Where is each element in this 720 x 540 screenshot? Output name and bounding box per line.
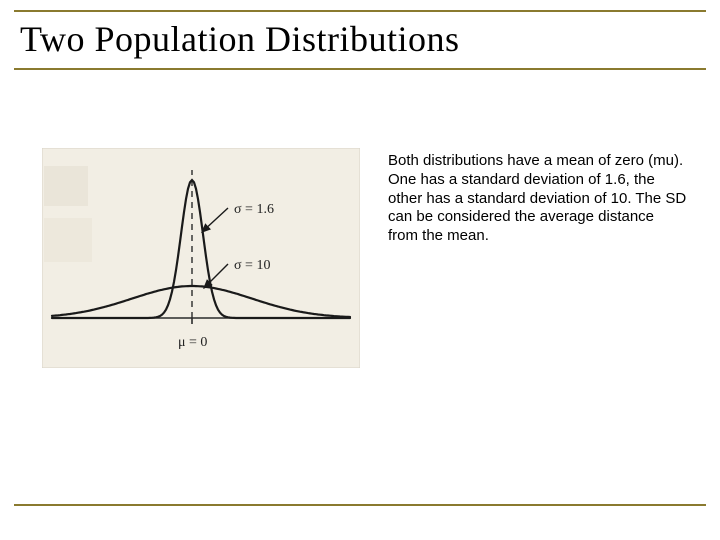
svg-text:μ = 0: μ = 0 [178,335,207,350]
distribution-figure: σ = 1.6 σ = 10 μ = 0 [42,148,360,368]
distribution-svg: σ = 1.6 σ = 10 μ = 0 [42,148,360,368]
description-text: Both distributions have a mean of zero (… [388,152,688,246]
rule-under-title [14,68,706,70]
slide: Two Population Distributions σ = 1.6σ = … [0,0,720,540]
rule-top [14,10,706,12]
slide-title: Two Population Distributions [20,18,460,60]
svg-text:σ = 10: σ = 10 [234,258,270,273]
rule-bottom [14,504,706,506]
svg-text:σ = 1.6: σ = 1.6 [234,202,274,217]
